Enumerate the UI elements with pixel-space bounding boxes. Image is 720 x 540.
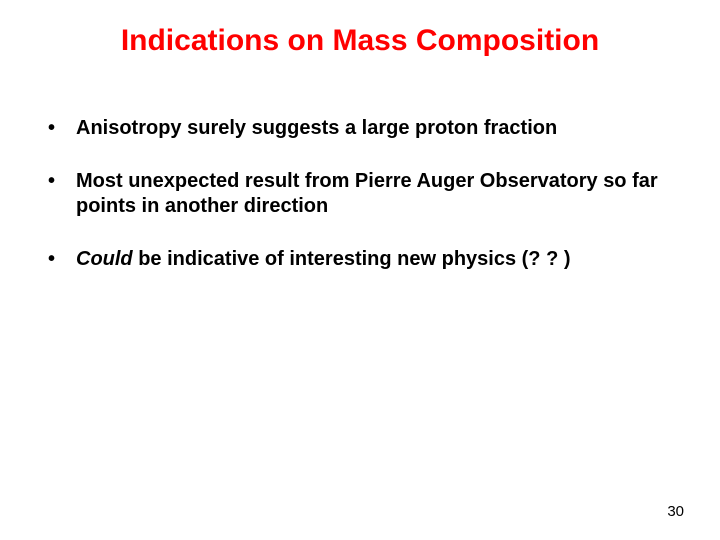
bullet-item: Could be indicative of interesting new p…	[48, 247, 660, 272]
slide-title: Indications on Mass Composition	[0, 0, 720, 58]
bullet-item: Most unexpected result from Pierre Auger…	[48, 169, 660, 219]
bullet-list: Anisotropy surely suggests a large proto…	[0, 116, 720, 272]
bullet-text: Most unexpected result from Pierre Auger…	[76, 170, 658, 217]
bullet-text: Anisotropy surely suggests a large proto…	[76, 117, 557, 139]
bullet-italic-word: Could	[76, 248, 133, 270]
page-number: 30	[667, 503, 684, 520]
bullet-text: be indicative of interesting new physics…	[133, 248, 571, 270]
bullet-item: Anisotropy surely suggests a large proto…	[48, 116, 660, 141]
